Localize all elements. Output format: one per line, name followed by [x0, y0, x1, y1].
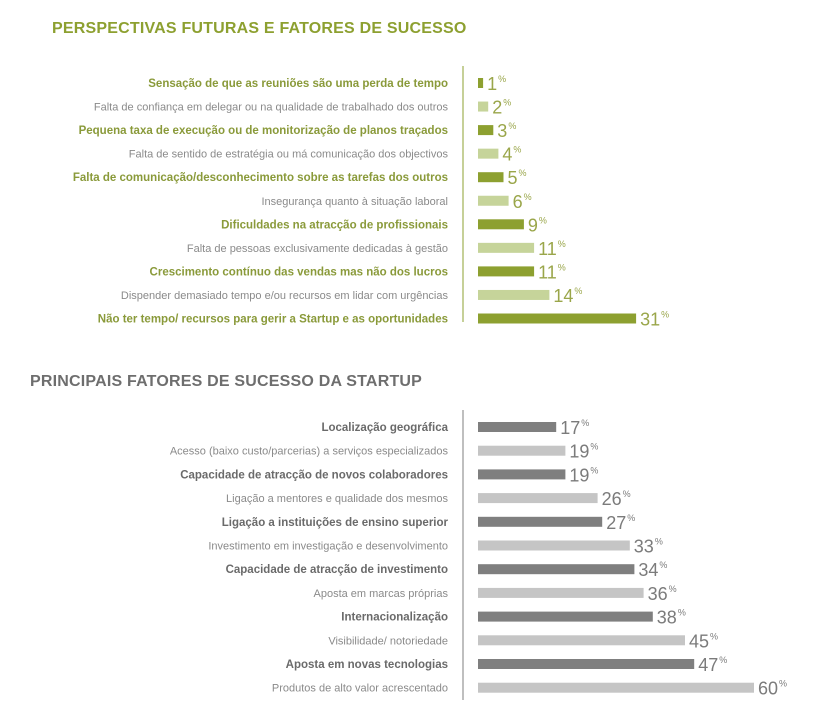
percent-sign: % [513, 145, 521, 155]
value-label-fatores: 34% [638, 560, 667, 580]
value-label-perspectivas: 5% [508, 168, 527, 188]
category-label-fatores: Capacidade de atracção de novos colabora… [180, 469, 448, 481]
bar-perspectivas [478, 148, 499, 159]
bar-fatores [478, 659, 695, 669]
category-label-fatores: Ligação a mentores e qualidade dos mesmo… [226, 493, 448, 505]
chart-title-fatores: PRINCIPAIS FATORES DE SUCESSO DA STARTUP [30, 373, 423, 390]
percent-sign: % [524, 192, 532, 202]
percent-sign: % [590, 465, 598, 475]
bar-perspectivas [478, 78, 484, 88]
bar-fatores [478, 682, 754, 693]
value-label-perspectivas: 31% [640, 310, 669, 330]
percent-sign: % [508, 121, 516, 131]
bar-fatores [478, 422, 557, 432]
percent-sign: % [558, 239, 566, 249]
bar-fatores [478, 516, 603, 527]
percent-sign: % [574, 286, 582, 296]
category-label-perspectivas: Sensação de que as reuniões são uma perd… [148, 78, 448, 90]
category-label-fatores: Visibilidade/ notoriedade [328, 635, 448, 647]
value-label-perspectivas: 3% [497, 121, 516, 141]
percent-sign: % [590, 442, 598, 452]
category-label-perspectivas: Falta de confiança em delegar ou na qual… [94, 102, 449, 114]
category-label-fatores: Internacionalização [341, 612, 448, 624]
value-label-fatores: 38% [657, 608, 686, 628]
category-label-perspectivas: Dificuldades na atracção de profissionai… [221, 219, 448, 231]
bar-fatores [478, 635, 685, 646]
category-label-perspectivas: Insegurança quanto à situação laboral [261, 196, 448, 208]
bar-fatores [478, 564, 635, 575]
bar-perspectivas [478, 289, 550, 300]
category-label-fatores: Ligação a instituições de ensino superio… [222, 517, 449, 529]
percent-sign: % [779, 679, 787, 689]
category-label-perspectivas: Falta de sentido de estratégia ou má com… [129, 149, 449, 161]
bar-perspectivas [478, 219, 524, 230]
category-label-perspectivas: Falta de comunicação/desconhecimento sob… [73, 172, 448, 184]
percent-sign: % [503, 98, 511, 108]
category-label-fatores: Capacidade de atracção de investimento [226, 564, 448, 576]
bar-perspectivas [478, 195, 509, 206]
percent-sign: % [678, 608, 686, 618]
value-label-fatores: 47% [698, 655, 727, 675]
percent-sign: % [581, 418, 589, 428]
category-label-perspectivas: Falta de pessoas exclusivamente dedicada… [187, 243, 448, 255]
bar-perspectivas [478, 266, 535, 277]
value-label-fatores: 27% [606, 513, 635, 533]
value-label-fatores: 19% [569, 465, 598, 485]
value-label-perspectivas: 11% [538, 239, 566, 259]
category-label-perspectivas: Pequena taxa de execução ou de monitoriz… [79, 125, 448, 137]
percent-sign: % [498, 74, 506, 84]
chart-title-perspectivas: PERSPECTIVAS FUTURAS E FATORES DE SUCESS… [52, 20, 467, 37]
bar-fatores [478, 493, 598, 504]
value-label-perspectivas: 1% [487, 74, 506, 94]
bar-perspectivas [478, 242, 535, 253]
percent-sign: % [661, 310, 669, 320]
category-label-perspectivas: Não ter tempo/ recursos para gerir a Sta… [98, 314, 448, 326]
category-label-perspectivas: Dispender demasiado tempo e/ou recursos … [121, 290, 449, 302]
category-label-fatores: Localização geográfica [321, 422, 448, 434]
category-label-fatores: Investimento em investigação e desenvolv… [208, 541, 448, 553]
percent-sign: % [558, 262, 566, 272]
category-label-fatores: Aposta em marcas próprias [314, 588, 449, 600]
bar-perspectivas [478, 313, 637, 324]
bar-fatores [478, 469, 566, 480]
percent-sign: % [659, 560, 667, 570]
value-label-perspectivas: 14% [553, 286, 582, 306]
percent-sign: % [519, 168, 527, 178]
category-label-perspectivas: Crescimento contínuo das vendas mas não … [150, 266, 448, 278]
value-label-fatores: 33% [634, 537, 663, 557]
percent-sign: % [539, 215, 547, 225]
bar-perspectivas [478, 172, 504, 183]
bar-perspectivas [478, 125, 494, 136]
percent-sign: % [627, 513, 635, 523]
value-label-perspectivas: 4% [502, 145, 521, 165]
bar-fatores [478, 540, 630, 551]
percent-sign: % [623, 489, 631, 499]
value-label-fatores: 19% [569, 442, 598, 462]
value-label-fatores: 36% [648, 584, 677, 604]
value-label-fatores: 45% [689, 631, 718, 651]
value-label-perspectivas: 9% [528, 215, 547, 235]
bar-fatores [478, 587, 644, 598]
bar-fatores [478, 611, 653, 622]
value-label-perspectivas: 6% [513, 192, 532, 212]
percent-sign: % [669, 584, 677, 594]
value-label-fatores: 26% [602, 489, 631, 509]
category-label-fatores: Acesso (baixo custo/parcerias) a serviço… [170, 446, 449, 458]
percent-sign: % [719, 655, 727, 665]
percent-sign: % [655, 537, 663, 547]
bar-fatores [478, 445, 566, 456]
value-label-fatores: 60% [758, 679, 787, 699]
value-label-perspectivas: 2% [492, 98, 511, 118]
category-label-fatores: Produtos de alto valor acrescentado [272, 683, 448, 695]
bar-perspectivas [478, 101, 489, 112]
category-label-fatores: Aposta em novas tecnologias [286, 659, 448, 671]
value-label-fatores: 17% [560, 418, 589, 438]
percent-sign: % [710, 631, 718, 641]
value-label-perspectivas: 11% [538, 262, 566, 282]
